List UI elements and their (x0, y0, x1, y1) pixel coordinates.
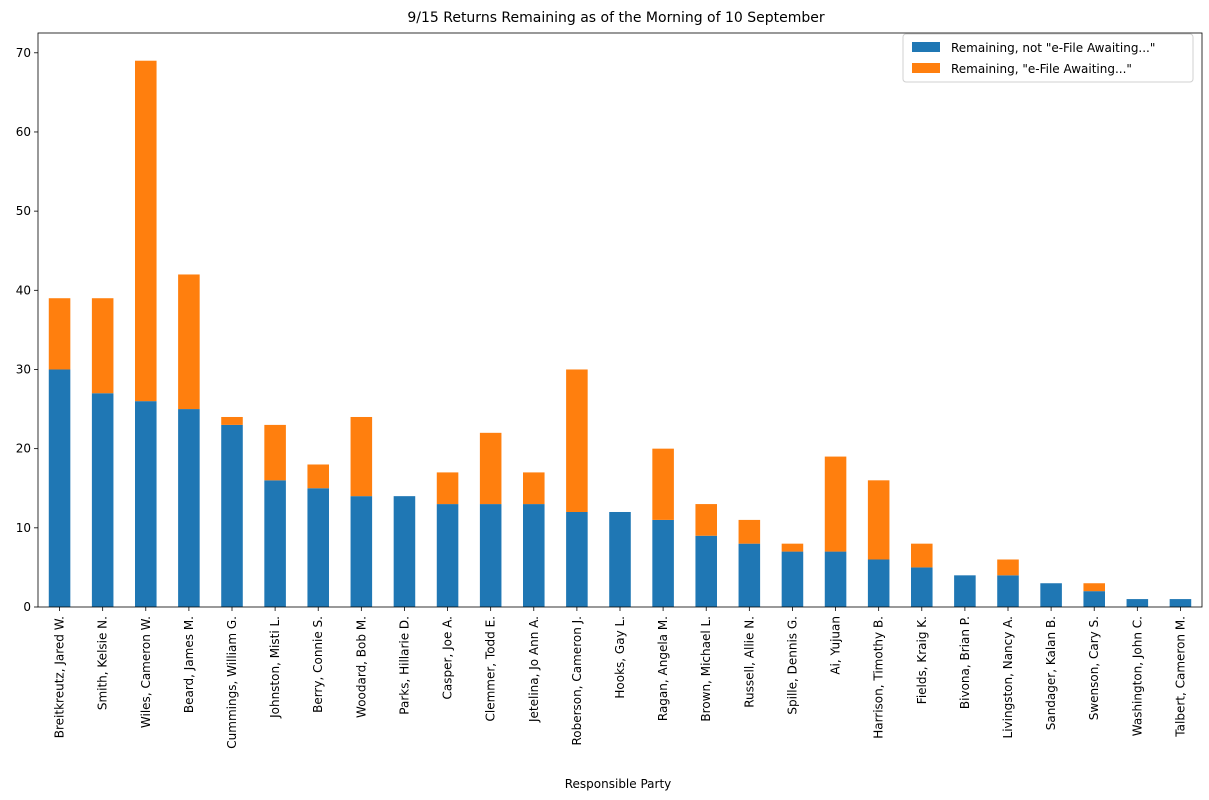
x-tick-label-cummings-william-g: Cummings, William G. (225, 616, 239, 749)
bar-efile-woodard-bob-m (350, 416, 373, 497)
bar-not-efile-roberson-cameron-j (566, 511, 588, 607)
bars-layer (48, 60, 1192, 607)
bar-efile-smith-kelsie-n (91, 298, 114, 394)
bar-efile-breitkreutz-jared-w (48, 298, 71, 370)
bar-not-efile-livingston-nancy-a (997, 575, 1019, 607)
y-tick-labels: 0 10 20 30 40 50 60 70 (16, 46, 31, 614)
bar-not-efile-wiles-cameron-w (135, 401, 157, 607)
x-tick-label-wiles-cameron-w: Wiles, Cameron W. (139, 616, 153, 728)
bar-not-efile-talbert-cameron-m (1169, 599, 1192, 607)
bar-efile-beard-james-m (178, 274, 200, 410)
bar-not-efile-bivona-brian-p (954, 575, 976, 607)
x-tick-label-johnston-misti-l: Johnston, Misti L. (268, 616, 282, 719)
y-tick-label: 50 (16, 204, 31, 218)
bar-not-efile-sandager-kalan-b (1040, 583, 1062, 607)
bar-not-efile-fields-kraig-k (911, 567, 933, 607)
bar-not-efile-clemmer-todd-e (479, 504, 502, 607)
x-tick-label-hooks-gay-l: Hooks, Gay L. (613, 616, 627, 699)
bar-efile-russell-allie-n (738, 519, 761, 544)
y-tick-label: 40 (16, 283, 31, 297)
x-tick-labels: Breitkreutz, Jared W. Smith, Kelsie N. Wil… (53, 616, 1188, 749)
axes-layer (34, 32, 1203, 611)
y-tick-label: 70 (16, 46, 31, 60)
x-axis-label: Responsible Party (565, 777, 672, 791)
x-tick-label-jetelina-jo-ann-a: Jetelina, Jo Ann A. (527, 616, 541, 723)
x-tick-label-ai-yujuan: Ai, Yujuan (829, 616, 843, 675)
x-tick-label-swenson-cary-s: Swenson, Cary S. (1087, 616, 1101, 720)
y-tick-label: 30 (16, 362, 31, 376)
bar-not-efile-ragan-angela-m (652, 519, 674, 607)
x-tick-label-woodard-bob-m: Woodard, Bob M. (354, 616, 368, 718)
x-tick-label-spille-dennis-g: Spille, Dennis G. (785, 616, 799, 715)
y-tick-label: 60 (16, 125, 31, 139)
bar-efile-harrison-timothy-b (867, 480, 890, 560)
bar-efile-clemmer-todd-e (479, 432, 502, 505)
bar-efile-wiles-cameron-w (135, 60, 157, 402)
bar-efile-johnston-misti-l (264, 424, 286, 481)
bar-not-efile-breitkreutz-jared-w (48, 369, 71, 607)
bar-not-efile-casper-joe-a (436, 504, 459, 607)
x-tick-label-roberson-cameron-j: Roberson, Cameron J. (570, 616, 584, 746)
x-tick-label-casper-joe-a: Casper, Joe A. (441, 616, 455, 699)
legend-frame (902, 33, 1194, 83)
x-tick-label-livingston-nancy-a: Livingston, Nancy A. (1001, 616, 1015, 738)
x-tick-label-breitkreutz-jared-w: Breitkreutz, Jared W. (53, 616, 67, 738)
bar-not-efile-jetelina-jo-ann-a (523, 504, 545, 607)
bar-efile-ragan-angela-m (652, 448, 674, 520)
bar-not-efile-swenson-cary-s (1083, 591, 1105, 607)
legend-swatch-efile (912, 63, 940, 73)
bar-not-efile-parks-hillarie-d (393, 496, 416, 607)
bar-efile-casper-joe-a (436, 472, 459, 505)
bar-efile-brown-michael-l (695, 504, 717, 536)
x-tick-label-parks-hillarie-d: Parks, Hillarie D. (397, 616, 411, 715)
x-tick-label-sandager-kalan-b: Sandager, Kalan B. (1044, 616, 1058, 730)
legend-label-not-efile: Remaining, not "e-File Awaiting..." (951, 41, 1155, 55)
bar-not-efile-ai-yujuan (824, 551, 847, 607)
bar-not-efile-smith-kelsie-n (91, 393, 114, 607)
y-tick-label: 20 (16, 442, 31, 456)
bar-efile-berry-connie-s (307, 464, 329, 489)
y-tick-label: 0 (23, 600, 31, 614)
x-tick-label-harrison-timothy-b: Harrison, Timothy B. (872, 616, 886, 739)
x-tick-label-washington-john-c: Washington, John C. (1130, 616, 1144, 736)
bar-not-efile-beard-james-m (178, 409, 200, 607)
legend: Remaining, not "e-File Awaiting..." Rema… (902, 33, 1194, 83)
bar-not-efile-hooks-gay-l (609, 511, 631, 607)
bar-efile-jetelina-jo-ann-a (523, 472, 545, 505)
bar-not-efile-brown-michael-l (695, 535, 717, 607)
legend-swatch-not-efile (912, 42, 940, 52)
bar-not-efile-harrison-timothy-b (867, 559, 890, 607)
bar-efile-swenson-cary-s (1083, 583, 1105, 592)
bar-efile-roberson-cameron-j (566, 369, 588, 512)
legend-label-efile: Remaining, "e-File Awaiting..." (951, 62, 1132, 76)
x-tick-label-russell-allie-n: Russell, Allie N. (742, 616, 756, 708)
bar-efile-livingston-nancy-a (997, 559, 1019, 576)
bar-not-efile-berry-connie-s (307, 488, 329, 607)
x-tick-label-fields-kraig-k: Fields, Kraig K. (915, 616, 929, 704)
bar-not-efile-cummings-william-g (221, 424, 243, 607)
x-tick-label-smith-kelsie-n: Smith, Kelsie N. (96, 616, 110, 710)
bar-not-efile-washington-john-c (1126, 599, 1149, 607)
x-tick-label-talbert-cameron-m: Talbert, Cameron M. (1173, 616, 1187, 738)
chart-title: 9/15 Returns Remaining as of the Morning… (407, 10, 825, 26)
bar-efile-spille-dennis-g (781, 543, 804, 552)
bar-not-efile-russell-allie-n (738, 543, 761, 607)
bar-not-efile-johnston-misti-l (264, 480, 286, 607)
bar-not-efile-woodard-bob-m (350, 496, 373, 607)
x-tick-label-ragan-angela-m: Ragan, Angela M. (656, 616, 670, 721)
x-tick-label-brown-michael-l: Brown, Michael L. (699, 616, 713, 722)
x-tick-label-clemmer-todd-e: Clemmer, Todd E. (484, 616, 498, 722)
bar-not-efile-spille-dennis-g (781, 551, 804, 607)
x-tick-label-berry-connie-s: Berry, Connie S. (311, 616, 325, 713)
y-tick-label: 10 (16, 521, 31, 535)
bar-efile-cummings-william-g (221, 416, 243, 425)
x-tick-label-bivona-brian-p: Bivona, Brian P. (958, 616, 972, 709)
bar-efile-ai-yujuan (824, 456, 847, 552)
bar-efile-fields-kraig-k (911, 543, 933, 568)
x-tick-label-beard-james-m: Beard, James M. (182, 616, 196, 713)
